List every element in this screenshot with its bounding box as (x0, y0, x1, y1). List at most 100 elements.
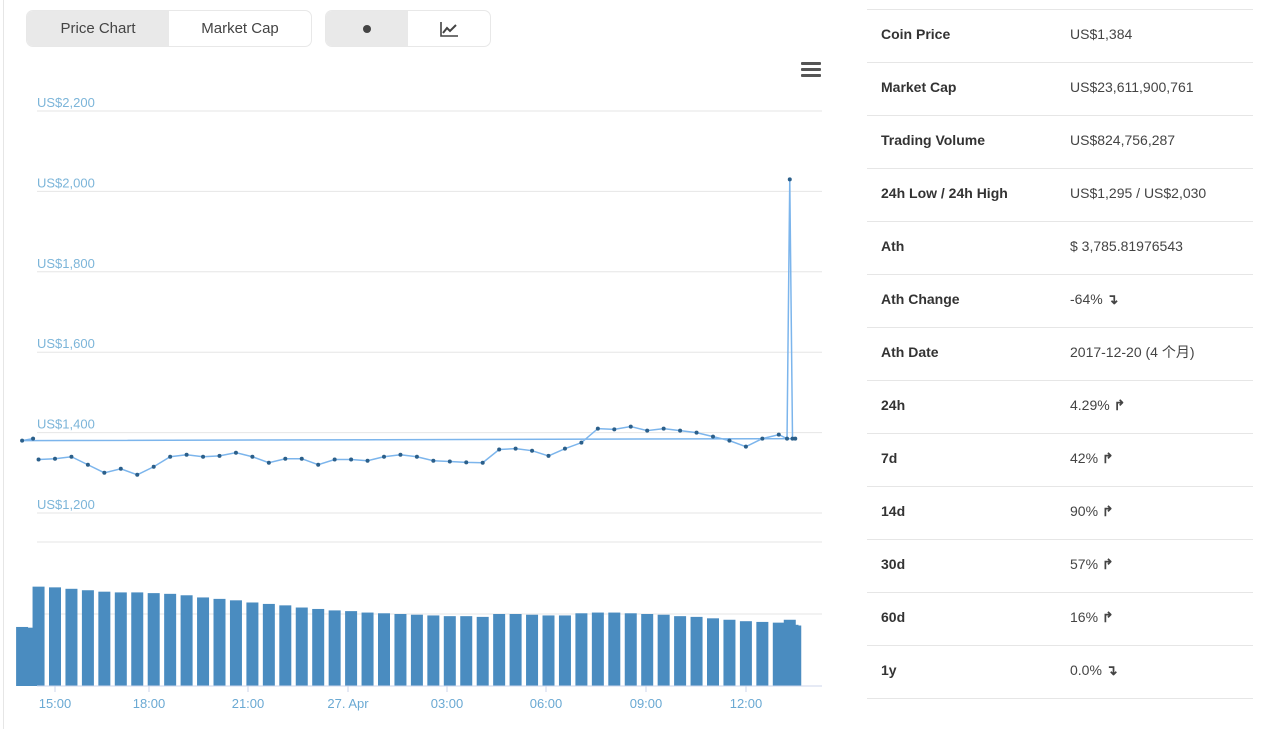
stat-value: 42% ↱ (1070, 433, 1253, 487)
volume-bar (295, 607, 308, 686)
coin-stats-table: Coin Price US$1,384 Market Cap US$23,611,90… (867, 9, 1253, 699)
trend-up-icon: ↱ (1113, 396, 1126, 413)
stat-label: 60d (867, 592, 1070, 646)
volume-bar (542, 615, 555, 686)
price-point (118, 466, 123, 471)
price-point (184, 452, 189, 457)
volume-bar (509, 614, 522, 686)
volume-bar (575, 613, 588, 686)
volume-bar (394, 614, 407, 686)
price-point (776, 432, 781, 437)
price-point (628, 424, 633, 429)
trend-up-icon: ↱ (1101, 555, 1114, 572)
price-point (497, 447, 502, 452)
stat-value: $ 3,785.81976543 (1070, 221, 1253, 275)
stat-value: US$824,756,287 (1070, 115, 1253, 169)
volume-bar (378, 613, 390, 686)
volume-bar (361, 612, 374, 686)
stat-value-text: -64% (1070, 290, 1103, 307)
trend-up-icon: ↱ (1101, 449, 1114, 466)
volume-bar (213, 598, 226, 686)
volume-bar (262, 603, 275, 686)
price-point (431, 458, 436, 463)
stat-label: Trading Volume (867, 115, 1070, 169)
volume-bar (674, 616, 687, 686)
x-tick-label: 27. Apr (327, 696, 369, 711)
x-tick-label: 09:00 (630, 696, 663, 711)
price-point (217, 453, 222, 458)
stat-value-text: 2017-12-20 (4 个月) (1070, 344, 1195, 360)
volume-bar (410, 614, 423, 686)
volume-bar (641, 614, 654, 686)
stat-value-text: 16% (1070, 608, 1099, 625)
volume-bar (427, 615, 440, 686)
line-chart-icon (440, 21, 458, 37)
price-point (787, 177, 792, 182)
volume-bar (789, 625, 802, 686)
line-mode-button[interactable] (408, 11, 490, 46)
volume-bar (81, 590, 94, 686)
stat-value: US$23,611,900,761 (1070, 62, 1253, 116)
stat-value-text: US$23,611,900,761 (1070, 79, 1194, 95)
price-point (760, 436, 765, 441)
price-point (299, 456, 304, 461)
price-point (414, 454, 419, 459)
dot-mode-button[interactable] (326, 11, 408, 46)
stat-row: 24h Low / 24h High US$1,295 / US$2,030 (867, 168, 1253, 222)
stat-row: 30d 57% ↱ (867, 539, 1253, 593)
volume-bar (49, 587, 61, 686)
stat-value-text: 42% (1070, 449, 1099, 466)
stat-value: 16% ↱ (1070, 592, 1253, 646)
stat-value-text: $ 3,785.81976543 (1070, 238, 1183, 254)
price-point (546, 453, 551, 458)
volume-bar (657, 614, 670, 686)
trend-up-icon: ↱ (1101, 502, 1114, 519)
price-point (151, 464, 156, 469)
price-point (102, 470, 107, 475)
volume-bar (460, 616, 473, 686)
x-tick-label: 21:00 (232, 696, 265, 711)
dot-icon (363, 24, 371, 33)
price-point (790, 436, 795, 441)
volume-bar (65, 588, 78, 686)
stat-row: Trading Volume US$824,756,287 (867, 115, 1253, 169)
price-point (398, 452, 403, 457)
volume-bar (180, 595, 193, 686)
stat-label: 7d (867, 433, 1070, 487)
price-point (530, 448, 535, 453)
stat-value-text: 90% (1070, 502, 1099, 519)
y-tick-label: US$1,600 (37, 336, 95, 351)
price-point (283, 456, 288, 461)
price-point (464, 460, 469, 465)
price-point (645, 428, 650, 433)
stat-value-text: US$1,384 (1070, 26, 1133, 42)
volume-bar (98, 591, 111, 686)
x-tick-label: 18:00 (133, 696, 166, 711)
hamburger-menu-icon[interactable] (801, 62, 821, 80)
price-point (678, 428, 683, 433)
y-tick-label: US$1,400 (37, 417, 95, 432)
stat-value: US$1,384 (1070, 9, 1253, 63)
stat-label: Ath Date (867, 327, 1070, 381)
stat-value: 2017-12-20 (4 个月) (1070, 327, 1253, 381)
price-point (513, 446, 518, 451)
volume-bar (624, 613, 637, 686)
volume-bar (608, 612, 621, 686)
x-tick-label: 03:00 (431, 696, 464, 711)
price-point (595, 426, 600, 431)
price-chart: US$1,200 US$1,400 US$1,600 US$1,800 US$2,000… (16, 95, 822, 711)
volume-bar (164, 593, 177, 686)
volume-bar (690, 616, 703, 686)
price-point (382, 454, 386, 459)
volume-bar (723, 619, 736, 686)
tab-price-chart[interactable]: Price Chart (27, 11, 169, 46)
volume-bar (27, 627, 40, 686)
chart-mode-toggle (325, 10, 491, 47)
stat-row: 1y 0.0% ↴ (867, 645, 1253, 699)
volume-bar (131, 592, 144, 686)
y-tick-label: US$2,000 (37, 175, 95, 190)
tab-market-cap[interactable]: Market Cap (201, 20, 279, 37)
stat-row: Ath Change -64% ↴ (867, 274, 1253, 328)
price-point (135, 472, 140, 477)
stat-value-text: 57% (1070, 555, 1099, 572)
